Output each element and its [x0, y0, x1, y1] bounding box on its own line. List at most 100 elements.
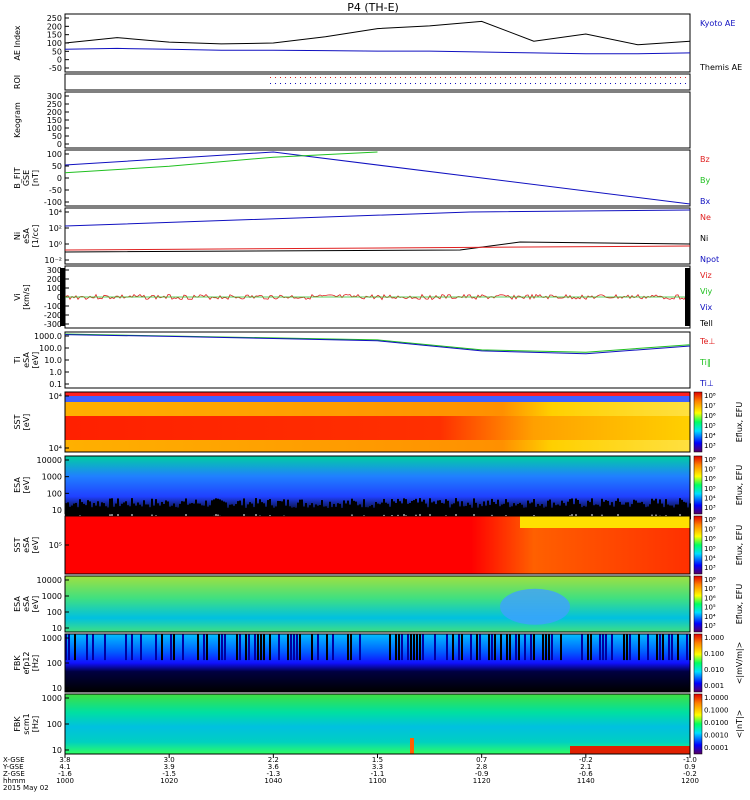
spectrogram-column [313, 507, 315, 524]
legend-entry: Ti‖ [699, 358, 711, 367]
roi-dot [415, 83, 416, 84]
spectrogram-column [75, 502, 77, 519]
colorbar-tick-label: 0.0001 [704, 744, 729, 752]
spectrogram-column [609, 505, 611, 522]
y-axis-label: [eV] [31, 596, 40, 613]
roi-dot [295, 77, 296, 78]
spectrogram-column [439, 500, 441, 517]
roi-dot [400, 83, 401, 84]
x-row-value: 1000 [56, 777, 74, 785]
spectrogram-column [183, 501, 185, 518]
spectrogram-column [191, 503, 193, 520]
spectrogram-column [509, 634, 511, 661]
roi-dot [575, 77, 576, 78]
spectrogram-column [155, 499, 157, 516]
spectrogram-column [393, 501, 395, 518]
spectrogram-blob [500, 588, 570, 625]
spectrogram-column [199, 503, 201, 520]
roi-dot [410, 83, 411, 84]
spectrogram-column [357, 505, 359, 522]
spectrogram-column [656, 634, 658, 661]
spectrogram-column [395, 634, 397, 661]
spectrogram-column [683, 501, 685, 518]
x-row-value: 3.0 [164, 756, 175, 764]
roi-dot [520, 77, 521, 78]
spectrogram-column [287, 499, 289, 516]
y-axis-label: AE Index [13, 25, 22, 60]
colorbar-tick-label: 0.1000 [704, 707, 729, 715]
spectrogram-column [123, 502, 125, 519]
spectrogram-column [621, 504, 623, 521]
roi-dot [405, 83, 406, 84]
roi-dot [485, 83, 486, 84]
x-row-value: 2.2 [268, 756, 279, 764]
colorbar [693, 515, 703, 575]
legend-entry: Npot [700, 255, 719, 264]
spectrogram-column [675, 504, 677, 521]
spectrogram-column [365, 507, 367, 524]
spectrogram-column [423, 499, 425, 516]
x-row-value: -0.9 [475, 770, 489, 778]
spectrogram-column [677, 504, 679, 521]
spectrogram-bg [65, 694, 690, 754]
spectrogram-column [350, 634, 352, 661]
spectrogram-column [65, 634, 67, 661]
spectrogram-column [361, 507, 363, 524]
colorbar-tick-label: 10⁴ [704, 554, 716, 562]
roi-dot [395, 77, 396, 78]
spectrogram-column [278, 634, 280, 661]
roi-dot [605, 83, 606, 84]
spectrogram-column [131, 498, 133, 515]
spectrogram-column [488, 634, 490, 661]
spectrogram-column [530, 634, 532, 661]
spectrogram-column [647, 506, 649, 523]
spectrogram-bg [65, 634, 690, 692]
spectrogram-column [245, 634, 247, 661]
roi-dot [350, 77, 351, 78]
velocity-edge-bar-right [685, 268, 690, 326]
spectrogram-column [515, 505, 517, 522]
spectrogram-column [267, 500, 269, 517]
y-axis-label: [Hz] [31, 655, 40, 671]
spectrogram-column [353, 500, 355, 517]
spectrogram-column [531, 502, 533, 519]
x-row-value: 1120 [473, 777, 491, 785]
spectrogram-column [561, 500, 563, 517]
spectrogram-column [555, 505, 557, 522]
roi-dot [630, 77, 631, 78]
density-trace-npot [64, 209, 691, 227]
spectrogram-column [89, 501, 91, 518]
spectrogram-column [93, 503, 95, 520]
roi-dot [375, 83, 376, 84]
roi-dot [525, 83, 526, 84]
roi-dot [670, 83, 671, 84]
spectrogram-column [269, 499, 271, 516]
spectrogram-column [452, 634, 454, 661]
colorbar [693, 633, 703, 693]
spectrogram-column [281, 501, 283, 518]
panel-fbk1: 1000 100 10 FBK efp12 [Hz] 1.000 0.100 0.010 0.00… [13, 633, 744, 693]
spectrogram-column [239, 634, 241, 661]
spectrogram-column [115, 503, 117, 520]
spectrogram-column [125, 634, 127, 661]
spectrogram-column [533, 634, 535, 661]
y-tick-label: 200 [47, 275, 62, 284]
spectrogram-column [431, 502, 433, 519]
roi-dot [355, 83, 356, 84]
roi-dot [515, 77, 516, 78]
roi-dot [655, 83, 656, 84]
spectrogram-column [329, 501, 331, 518]
roi-dot [610, 83, 611, 84]
panel-frame [64, 73, 691, 91]
roi-dot [590, 77, 591, 78]
colorbar-tick-label: 10³ [704, 564, 716, 572]
spectrogram-column [375, 501, 377, 518]
roi-dot [515, 83, 516, 84]
y-axis-label: FBK [13, 716, 22, 732]
roi-dot [545, 83, 546, 84]
spectrogram-column [253, 507, 255, 524]
spectrogram-column [629, 506, 631, 523]
x-row-value: -1.6 [58, 770, 72, 778]
spectrogram-column [626, 634, 628, 661]
